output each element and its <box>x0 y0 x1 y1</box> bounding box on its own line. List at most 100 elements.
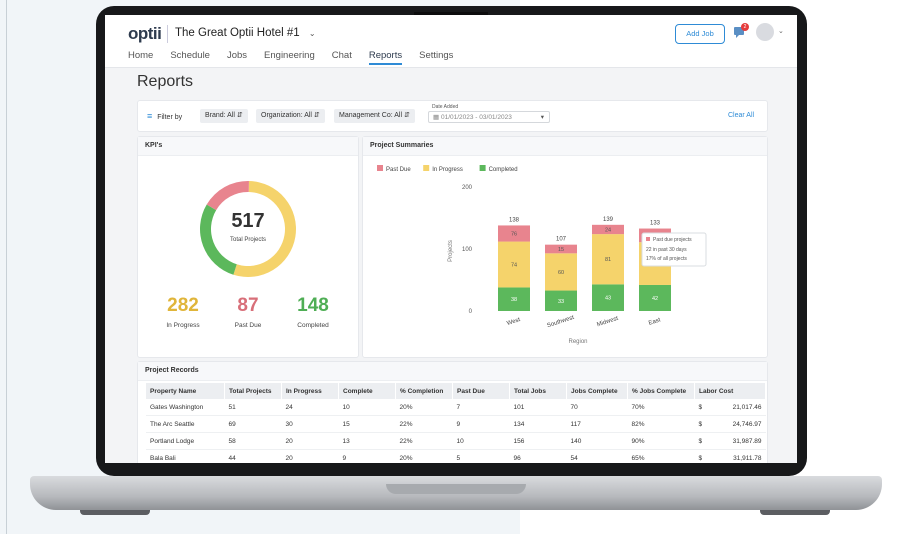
brand-filter[interactable]: Brand: All ⇵ <box>200 109 248 123</box>
bar-segment-past-due[interactable] <box>545 244 577 254</box>
table-row[interactable]: The Arc Seattle 69 30 15 22% 9 134 117 82% $24,74… <box>146 415 766 433</box>
labor-cost-cell: $31,987.89 <box>694 432 766 450</box>
bar-segment-completed[interactable] <box>592 284 624 311</box>
completed-label: Completed <box>297 322 329 329</box>
bar-segment-label: 38 <box>511 297 517 303</box>
column-header[interactable]: Jobs Complete <box>566 383 628 399</box>
column-header[interactable]: In Progress <box>281 383 339 399</box>
past-due-label: Past Due <box>234 322 262 329</box>
filter-icon: ≡ <box>147 111 153 121</box>
table-cell: 22% <box>395 432 453 450</box>
project-records-table: Property Name Total Projects In Progress… <box>146 383 766 463</box>
column-header[interactable]: Labor Cost <box>694 383 766 399</box>
table-cell: 20 <box>281 432 339 450</box>
nav-jobs[interactable]: Jobs <box>226 50 248 61</box>
total-projects-label: Total Projects <box>230 237 266 243</box>
table-cell: 58 <box>224 432 282 450</box>
bar-segment-label: 42 <box>652 296 658 302</box>
legend-swatch <box>377 165 383 171</box>
table-cell: 44 <box>224 449 282 463</box>
bar-segment-in-progress[interactable] <box>498 241 530 288</box>
nav-settings[interactable]: Settings <box>419 50 454 61</box>
legend-label[interactable]: Past Due <box>386 167 411 173</box>
legend-swatch <box>479 165 486 171</box>
donut-segment-in-progress[interactable] <box>233 181 296 277</box>
total-projects-value: 517 <box>231 210 264 232</box>
nav-engineering[interactable]: Engineering <box>264 50 315 61</box>
past-due-value: 87 <box>237 295 259 316</box>
table-cell: 90% <box>627 432 695 450</box>
bar-segment-completed[interactable] <box>545 290 577 311</box>
y-axis-label: Projects <box>448 240 454 262</box>
table-cell: 10 <box>452 432 510 450</box>
bar-segment-label: 24 <box>605 227 611 233</box>
laptop-foot <box>760 510 830 515</box>
optii-logo[interactable]: optii <box>128 24 162 43</box>
add-job-button[interactable]: Add Job <box>675 24 725 44</box>
table-cell: Gates Washington <box>146 399 225 416</box>
column-header[interactable]: % Jobs Complete <box>627 383 695 399</box>
management-filter[interactable]: Management Co: All ⇵ <box>334 109 415 123</box>
table-cell: 70% <box>627 399 695 416</box>
table-row[interactable]: Portland Lodge 58 20 13 22% 10 156 140 90% $31,98… <box>146 432 766 450</box>
legend-label[interactable]: Completed <box>489 167 518 173</box>
laptop-foot <box>80 510 150 515</box>
nav-chat[interactable]: Chat <box>331 50 352 61</box>
column-header[interactable]: Complete <box>338 383 396 399</box>
tooltip-line: 22 in past 30 days <box>646 247 687 253</box>
column-header[interactable]: Total Projects <box>224 383 282 399</box>
top-bar: optii The Great Optii Hotel #1 ⌄ Home Sc… <box>105 15 797 68</box>
donut-segment-past-due[interactable] <box>206 181 249 211</box>
table-cell: 82% <box>627 415 695 433</box>
labor-cost-cell: $21,017.46 <box>694 399 766 416</box>
organization-filter[interactable]: Organization: All ⇵ <box>256 109 325 123</box>
table-cell: 30 <box>281 415 339 433</box>
hotel-selector[interactable]: The Great Optii Hotel #1 ⌄ <box>175 27 316 39</box>
table-cell: 65% <box>627 449 695 463</box>
bar-segment-past-due[interactable] <box>592 224 624 235</box>
bar-segment-completed[interactable] <box>498 287 530 311</box>
column-header[interactable]: Past Due <box>452 383 510 399</box>
date-range-picker[interactable]: ▦ 01/01/2023 - 03/01/2023 ▾ <box>428 111 550 123</box>
filter-bar: ≡ Filter by Brand: All ⇵ Organization: A… <box>137 100 768 132</box>
bar-total-label: 138 <box>509 217 520 223</box>
project-records-card: Project Records Property Name Total Proj… <box>137 361 768 463</box>
table-cell: 140 <box>566 432 628 450</box>
table-cell: 69 <box>224 415 282 433</box>
avatar[interactable] <box>756 23 774 41</box>
table-cell: 51 <box>224 399 282 416</box>
bar-segment-past-due[interactable] <box>498 225 530 242</box>
bar-segment-in-progress[interactable] <box>592 234 624 285</box>
table-cell: 117 <box>566 415 628 433</box>
table-row[interactable]: Gates Washington 51 24 10 20% 7 101 70 70% $21,01… <box>146 399 766 416</box>
x-tick-label: East <box>648 317 662 327</box>
chevron-down-icon[interactable]: ⌄ <box>778 28 784 35</box>
bar-segment-completed[interactable] <box>639 284 671 311</box>
donut-segment-completed[interactable] <box>200 204 237 275</box>
table-cell: 96 <box>509 449 567 463</box>
clear-all-button[interactable]: Clear All <box>728 112 755 119</box>
column-header[interactable]: Property Name <box>146 383 225 399</box>
chevron-down-icon: ⌄ <box>308 29 316 38</box>
table-cell: 10 <box>338 399 396 416</box>
date-added-label: Date Added <box>432 104 459 110</box>
labor-cost-cell: $31,911.78 <box>694 449 766 463</box>
filter-by-button[interactable]: ≡ Filter by <box>147 111 183 121</box>
project-summary-card: Project Summaries Past Due In Progress Com… <box>362 136 768 358</box>
tooltip-box <box>641 232 707 267</box>
project-summary-chart: Past Due In Progress Completed 0 100 200 Proje… <box>377 165 707 345</box>
nav-reports[interactable]: Reports <box>368 50 403 65</box>
table-cell: 101 <box>509 399 567 416</box>
x-axis-label: Region <box>568 339 587 345</box>
y-tick-label: 200 <box>462 185 473 191</box>
column-header[interactable]: % Completion <box>395 383 453 399</box>
chart-tooltip: Past due projects 22 in past 30 days 17% o… <box>641 232 707 267</box>
column-header[interactable]: Total Jobs <box>509 383 567 399</box>
labor-cost-value: 31,911.78 <box>733 454 762 462</box>
bar-segment-in-progress[interactable] <box>545 253 577 291</box>
table-row[interactable]: Bala Bali 44 20 9 20% 5 96 54 65% $31,911.78 <box>146 449 766 463</box>
legend-label[interactable]: In Progress <box>432 167 463 173</box>
nav-schedule[interactable]: Schedule <box>170 50 210 61</box>
nav-home[interactable]: Home <box>128 50 154 61</box>
kpi-title: KPI's <box>138 137 358 156</box>
